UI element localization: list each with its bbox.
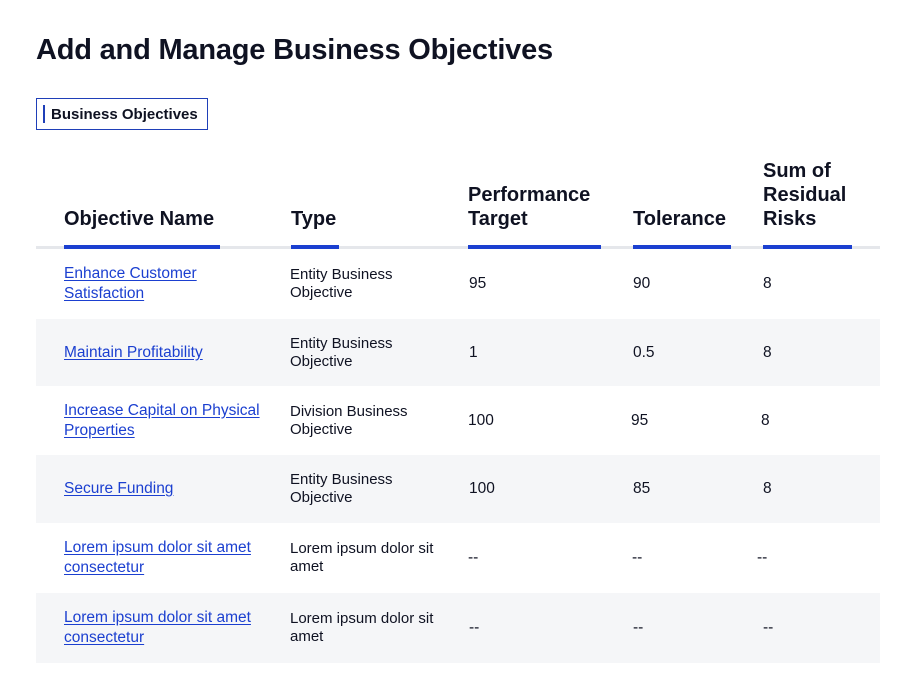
residual-risks-value: 8 (763, 343, 772, 361)
table-row: Lorem ipsum dolor sit amet consectetur L… (36, 593, 880, 663)
tab-business-objectives[interactable]: Business Objectives (36, 98, 208, 130)
column-header-type[interactable]: Type (291, 207, 339, 249)
performance-target-value: -- (468, 549, 479, 566)
performance-target-value: -- (469, 619, 480, 636)
objective-type: Lorem ipsum dolor sit amet (290, 540, 434, 575)
tolerance-value: -- (633, 619, 644, 636)
objective-link[interactable]: Increase Capital on Physical Properties (64, 401, 260, 439)
table-row: Lorem ipsum dolor sit amet consectetur L… (36, 523, 880, 593)
table-row: Enhance Customer Satisfaction Entity Bus… (36, 249, 880, 319)
residual-risks-value: 8 (761, 411, 770, 429)
table-header: Objective Name Type Performance Target T… (36, 150, 880, 249)
residual-risks-value: -- (757, 549, 768, 566)
table-body: Enhance Customer Satisfaction Entity Bus… (36, 249, 880, 663)
objective-type: Entity Business Objective (290, 471, 393, 506)
objective-link[interactable]: Enhance Customer Satisfaction (64, 265, 197, 302)
column-header-performance-target[interactable]: Performance Target (468, 183, 601, 249)
table-row: Secure Funding Entity Business Objective… (36, 455, 880, 523)
objective-link[interactable]: Maintain Profitability (64, 343, 203, 361)
performance-target-value: 95 (469, 275, 487, 292)
residual-risks-value: 8 (763, 275, 772, 292)
table-row: Maintain Profitability Entity Business O… (36, 319, 880, 386)
objective-type: Division Business Objective (290, 402, 408, 438)
performance-target-value: 100 (469, 480, 495, 497)
column-header-objective-name[interactable]: Objective Name (64, 207, 220, 249)
tolerance-value: 95 (631, 411, 649, 429)
tab-label: Business Objectives (51, 105, 198, 123)
objective-link[interactable]: Secure Funding (64, 480, 174, 497)
performance-target-value: 1 (469, 343, 478, 361)
residual-risks-value: -- (763, 619, 774, 636)
objective-link[interactable]: Lorem ipsum dolor sit amet consectetur (64, 539, 251, 576)
tolerance-value: 0.5 (633, 343, 655, 361)
column-header-tolerance[interactable]: Tolerance (633, 207, 731, 249)
tolerance-value: 85 (633, 480, 651, 497)
residual-risks-value: 8 (763, 480, 772, 497)
table-row: Increase Capital on Physical Properties … (36, 386, 880, 455)
tolerance-value: 90 (633, 275, 651, 292)
objective-type: Entity Business Objective (290, 266, 393, 301)
objective-type: Lorem ipsum dolor sit amet (290, 610, 434, 645)
page-title: Add and Manage Business Objectives (36, 34, 553, 66)
performance-target-value: 100 (468, 411, 494, 429)
objective-type: Entity Business Objective (290, 334, 393, 370)
tolerance-value: -- (632, 549, 643, 566)
objectives-table: Objective Name Type Performance Target T… (36, 150, 880, 663)
column-header-sum-of-residual-risks[interactable]: Sum of Residual Risks (763, 159, 852, 249)
objective-link[interactable]: Lorem ipsum dolor sit amet consectetur (64, 609, 251, 646)
